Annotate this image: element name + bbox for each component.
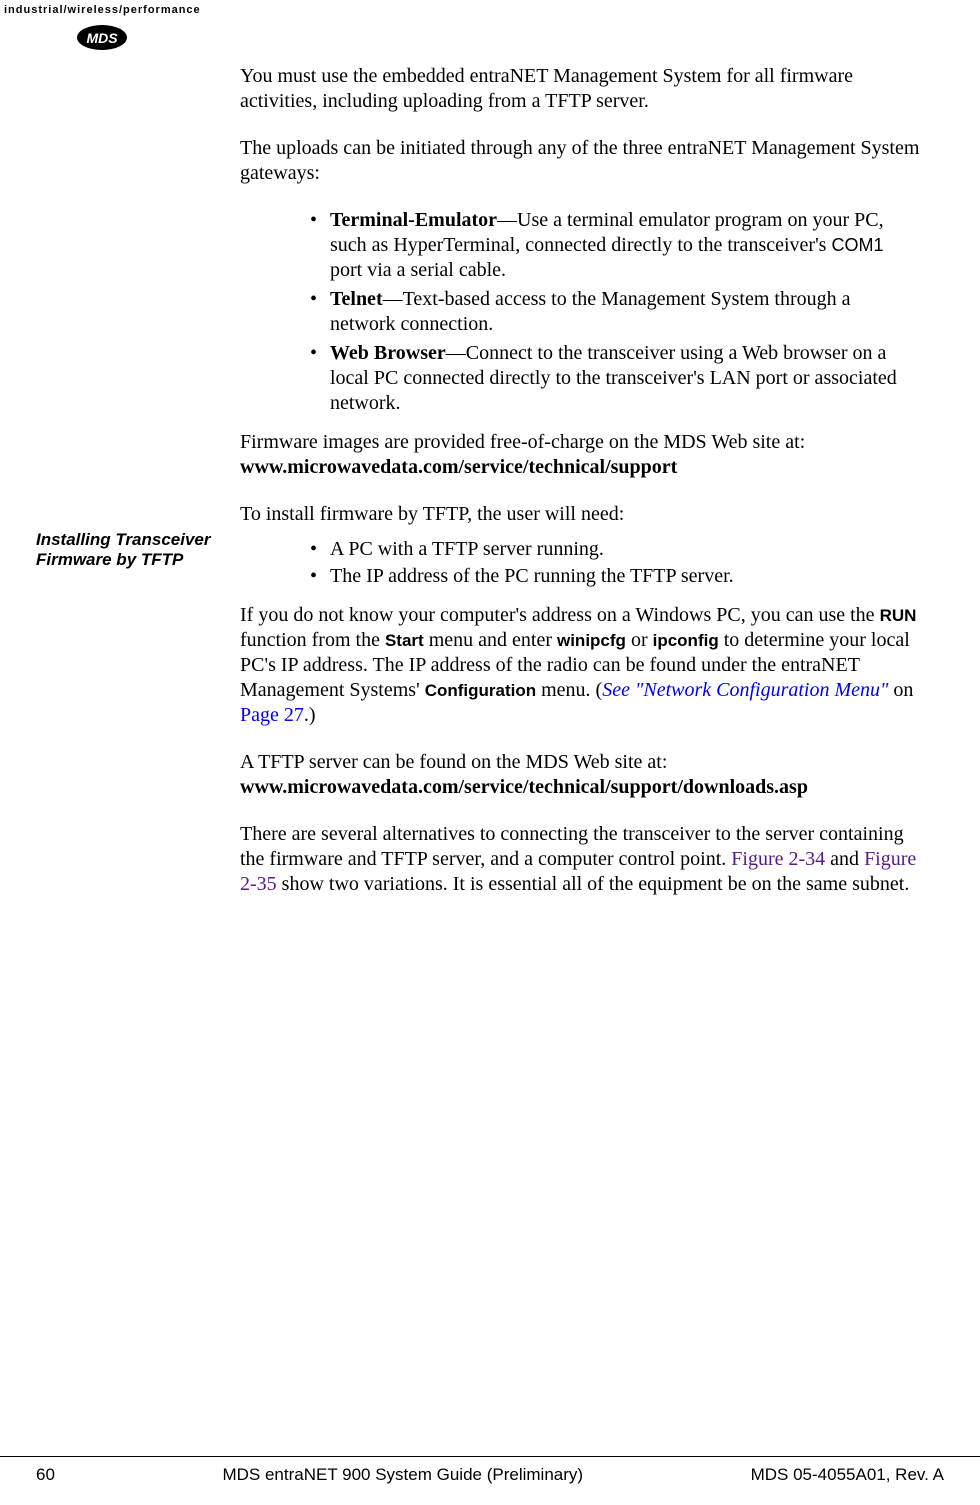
para-text: show two variations. It is essential all… [277, 873, 910, 895]
header-tagline: industrial/wireless/performance [4, 4, 201, 16]
page-number: 60 [36, 1465, 55, 1485]
command-text: ipconfig [653, 631, 719, 650]
requirements-list: A PC with a TFTP server running. The IP … [310, 537, 920, 589]
url-text: www.microwavedata.com/service/technical/… [240, 776, 808, 798]
item-text: —Text-based access to the Management Sys… [330, 288, 851, 335]
para-text: menu. ( [536, 679, 602, 701]
list-item: Web Browser—Connect to the transceiver u… [310, 341, 920, 416]
para-text: .) [304, 704, 316, 726]
page-footer: 60 MDS entraNET 900 System Guide (Prelim… [0, 1456, 980, 1485]
document-title: MDS entraNET 900 System Guide (Prelimina… [222, 1465, 583, 1485]
para-text: and [825, 848, 864, 870]
list-item: A PC with a TFTP server running. [310, 537, 920, 562]
sidebar-section-label: Installing Transceiver Firmware by TFTP [36, 530, 226, 571]
gui-label: Start [385, 631, 424, 650]
para-text: function from the [240, 629, 385, 651]
footer-content: 60 MDS entraNET 900 System Guide (Prelim… [0, 1465, 980, 1485]
para-text: If you do not know your computer's addre… [240, 604, 880, 626]
item-bold: Web Browser [330, 342, 446, 364]
list-item: Terminal-Emulator—Use a terminal emulato… [310, 208, 920, 283]
paragraph: If you do not know your computer's addre… [240, 603, 920, 728]
list-item: The IP address of the PC running the TFT… [310, 564, 920, 589]
cross-reference-link[interactable]: See "Network Configuration Menu" [602, 679, 888, 701]
main-content: You must use the embedded entraNET Manag… [240, 64, 920, 919]
gui-label: Configuration [425, 681, 536, 700]
item-bold: Telnet [330, 288, 383, 310]
item-bold: Terminal-Emulator [330, 209, 497, 231]
gateway-list: Terminal-Emulator—Use a terminal emulato… [310, 208, 920, 416]
code-text: COM1 [831, 235, 883, 255]
para-text: menu and enter [424, 629, 557, 651]
figure-reference-link[interactable]: Figure 2-34 [731, 848, 825, 870]
para-text: Firmware images are provided free-of-cha… [240, 431, 805, 453]
paragraph: There are several alternatives to connec… [240, 822, 920, 897]
url-text: www.microwavedata.com/service/technical/… [240, 456, 677, 478]
paragraph: A TFTP server can be found on the MDS We… [240, 750, 920, 800]
paragraph: You must use the embedded entraNET Manag… [240, 64, 920, 114]
para-text: or [626, 629, 653, 651]
logo-text: MDS [86, 30, 117, 46]
mds-logo: MDS [77, 25, 127, 50]
command-text: winipcfg [557, 631, 626, 650]
item-tail: port via a serial cable. [330, 259, 506, 281]
paragraph: Firmware images are provided free-of-cha… [240, 430, 920, 480]
para-text: on [888, 679, 913, 701]
list-item: Telnet—Text-based access to the Manageme… [310, 287, 920, 337]
logo-oval: MDS [77, 25, 127, 50]
page-reference-link[interactable]: Page 27 [240, 704, 304, 726]
para-text: A TFTP server can be found on the MDS We… [240, 751, 667, 773]
paragraph: The uploads can be initiated through any… [240, 136, 920, 186]
gui-label: RUN [880, 606, 917, 625]
paragraph: To install firmware by TFTP, the user wi… [240, 502, 920, 527]
document-revision: MDS 05-4055A01, Rev. A [751, 1465, 944, 1485]
